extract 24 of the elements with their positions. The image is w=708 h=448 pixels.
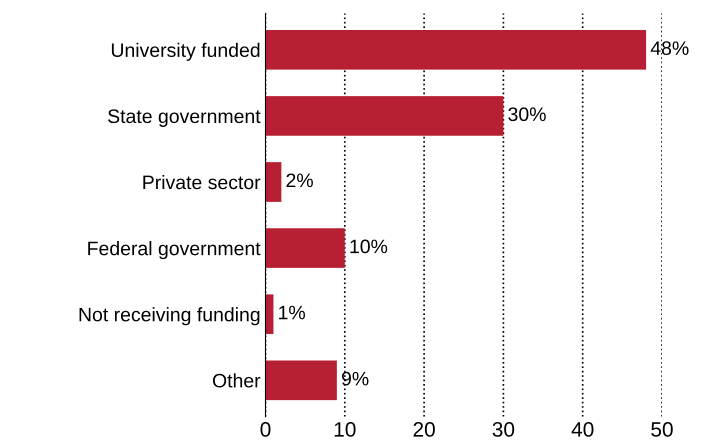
y-tick-label: State government [108,109,261,127]
y-tick-label: Other [212,373,260,388]
bar [266,228,345,268]
x-tick-label: 40 [572,422,594,437]
y-tick-label: Not receiving funding [80,307,260,326]
y-tick-label: University funded [112,42,260,61]
bar [266,96,504,136]
bar [266,162,282,202]
y-tick-label: Private sector [143,174,260,190]
bar [266,360,337,400]
x-tick-label: 30 [492,422,514,437]
x-tick-label: 50 [651,422,673,437]
data-label: 30% [508,107,546,122]
data-label: 2% [286,173,313,188]
x-tick-label: 20 [414,422,435,437]
data-label: 48% [650,41,689,56]
bar [266,294,274,334]
x-tick-label: 10 [334,422,356,437]
x-tick-label: 0 [260,422,270,437]
data-label: 10% [350,240,388,254]
data-label: 1% [279,306,306,320]
bar [266,30,646,70]
y-tick-label: Federal government [88,241,261,260]
data-label: 9% [342,372,368,386]
